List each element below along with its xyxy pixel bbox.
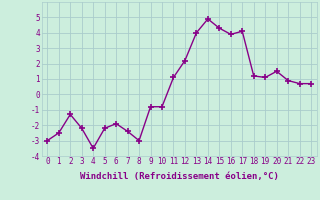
X-axis label: Windchill (Refroidissement éolien,°C): Windchill (Refroidissement éolien,°C) xyxy=(80,172,279,181)
